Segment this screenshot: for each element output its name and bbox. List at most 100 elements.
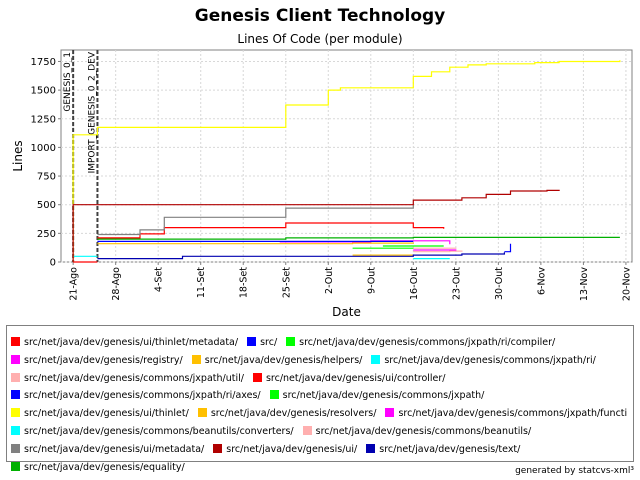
legend-label: src/net/java/dev/genesis/helpers/ — [204, 354, 363, 366]
legend-label: src/net/java/dev/genesis/ui/thinlet/ — [24, 408, 189, 419]
legend-swatch — [11, 390, 20, 400]
y-tick-label: 1000 — [31, 143, 56, 154]
legend-row: src/net/java/dev/genesis/equality/ — [11, 455, 627, 472]
chart-legend: src/net/java/dev/genesis/ui/thinlet/meta… — [6, 325, 634, 472]
legend-swatch — [269, 390, 279, 400]
legend-entry: src/net/java/dev/genesis/commons/jxpath/ — [269, 387, 485, 402]
plot-area — [60, 49, 633, 263]
series-line-1 — [504, 243, 512, 253]
series-line-10 — [72, 60, 621, 262]
x-tick-label: 25-Set — [281, 267, 292, 298]
legend-row: src/net/java/dev/genesis/commons/beanuti… — [11, 419, 627, 437]
legend-entry: src/net/java/dev/genesis/text/ — [366, 441, 520, 455]
series-line-16 — [72, 189, 560, 262]
legend-label: src/net/java/dev/genesis/commons/jxpath/… — [398, 408, 627, 419]
legend-swatch — [302, 425, 312, 435]
legend-swatch — [366, 443, 376, 453]
marker-label: IMPORT_GENESIS_0_2_DEV — [87, 51, 97, 173]
legend-label: src/net/java/dev/genesis/registry/ — [24, 354, 183, 366]
generated-by-footer: generated by statcvs-xml³ — [515, 466, 634, 476]
legend-label: src/ — [260, 337, 278, 348]
x-tick-label: 20-Nov — [621, 267, 632, 301]
legend-label: src/net/java/dev/genesis/ui/thinlet/meta… — [24, 337, 239, 348]
legend-entry: src/net/java/dev/genesis/commons/jxpath/… — [371, 352, 596, 366]
legend-label: src/net/java/dev/genesis/commons/jxpath/… — [299, 337, 556, 348]
legend-entry: src/net/java/dev/genesis/ui/thinlet/meta… — [11, 334, 238, 348]
legend-swatch — [11, 337, 20, 346]
legend-label: src/net/java/dev/genesis/commons/beanuti… — [315, 425, 532, 437]
x-tick-label: 30-Out — [494, 267, 505, 300]
series-line-18 — [97, 236, 620, 240]
legend-swatch — [252, 372, 262, 382]
chart-subtitle: Lines Of Code (per module) — [237, 32, 403, 46]
y-tick-label: 1750 — [31, 57, 56, 68]
legend-entry: src/net/java/dev/genesis/ui/metadata/ — [11, 441, 204, 455]
y-tick-label: 1250 — [31, 114, 56, 125]
x-tick-label: 23-Out — [451, 267, 462, 300]
legend-entry: src/net/java/dev/genesis/helpers/ — [191, 352, 363, 366]
series-line-14 — [413, 247, 457, 249]
legend-entry: src/net/java/dev/genesis/ui/controller/ — [252, 370, 446, 384]
legend-entry: src/net/java/dev/genesis/commons/jxpath/… — [286, 334, 555, 348]
legend-swatch — [286, 337, 296, 346]
legend-entry: src/net/java/dev/genesis/ui/ — [213, 441, 357, 455]
x-tick-label: 4-Set — [154, 267, 165, 292]
legend-entry: src/ — [247, 334, 277, 348]
legend-swatch — [11, 461, 20, 471]
chart-title: Genesis Client Technology — [194, 6, 446, 26]
legend-swatch — [11, 354, 20, 364]
legend-label: src/net/java/dev/genesis/commons/jxpath/… — [24, 390, 261, 402]
legend-entry: src/net/java/dev/genesis/commons/jxpath/… — [385, 405, 627, 419]
legend-label: src/net/java/dev/genesis/commons/beanuti… — [24, 425, 294, 437]
x-tick-label: 13-Nov — [579, 267, 590, 301]
legend-label: src/net/java/dev/genesis/ui/ — [226, 443, 358, 455]
legend-swatch — [197, 408, 207, 418]
legend-label: src/net/java/dev/genesis/resolvers/ — [210, 408, 377, 419]
marker-label: GENESIS_0_1 — [63, 52, 73, 112]
legend-swatch — [371, 354, 381, 364]
x-tick-label: 21-Ago — [69, 267, 80, 301]
series-line-15 — [97, 204, 414, 236]
legend-swatch — [11, 425, 20, 435]
legend-swatch — [385, 408, 395, 418]
legend-entry: src/net/java/dev/genesis/resolvers/ — [197, 405, 377, 419]
x-tick-label: 18-Set — [239, 267, 250, 298]
legend-entry: src/net/java/dev/genesis/registry/ — [11, 352, 183, 366]
legend-label: src/net/java/dev/genesis/text/ — [379, 443, 521, 455]
y-tick-label: 1500 — [31, 86, 56, 97]
series-line-12 — [413, 249, 457, 251]
legend-row: src/net/java/dev/genesis/commons/jxpath/… — [11, 383, 627, 401]
x-axis-label: Date — [332, 305, 361, 319]
legend-swatch — [11, 408, 20, 418]
x-tick-label: 9-Out — [366, 267, 377, 294]
legend-swatch — [213, 443, 223, 453]
series-line-17 — [97, 252, 505, 260]
legend-label: src/net/java/dev/genesis/commons/jxpath/… — [384, 354, 596, 366]
legend-row: src/net/java/dev/genesis/ui/thinlet/src/… — [11, 401, 627, 419]
x-tick-label: 28-Ago — [111, 267, 122, 301]
y-tick-label: 250 — [37, 229, 56, 240]
legend-swatch — [247, 337, 257, 346]
series-line-6 — [413, 250, 463, 253]
x-tick-label: 11-Set — [196, 267, 207, 298]
y-axis-label: Lines — [11, 140, 25, 171]
legend-label: src/net/java/dev/genesis/ui/metadata/ — [24, 443, 205, 455]
x-tick-label: 16-Out — [409, 267, 420, 300]
y-tick-label: 0 — [50, 258, 56, 269]
x-tick-label: 2-Out — [324, 267, 335, 294]
legend-entry: src/net/java/dev/genesis/equality/ — [11, 459, 185, 472]
legend-row: src/net/java/dev/genesis/ui/thinlet/meta… — [11, 330, 627, 348]
legend-swatch — [11, 443, 20, 453]
series-line-4 — [97, 242, 414, 245]
y-tick-label: 500 — [37, 200, 56, 211]
legend-row: src/net/java/dev/genesis/registry/src/ne… — [11, 348, 627, 366]
legend-entry: src/net/java/dev/genesis/commons/jxpath/… — [11, 370, 244, 384]
legend-label: src/net/java/dev/genesis/commons/jxpath/… — [24, 372, 244, 384]
legend-row: src/net/java/dev/genesis/ui/metadata/src… — [11, 437, 627, 455]
series-line-9 — [352, 247, 414, 249]
legend-label: src/net/java/dev/genesis/ui/controller/ — [265, 372, 446, 384]
legend-swatch — [11, 372, 20, 382]
legend-label: src/net/java/dev/genesis/commons/jxpath/ — [282, 390, 485, 402]
legend-entry: src/net/java/dev/genesis/commons/beanuti… — [11, 423, 294, 437]
